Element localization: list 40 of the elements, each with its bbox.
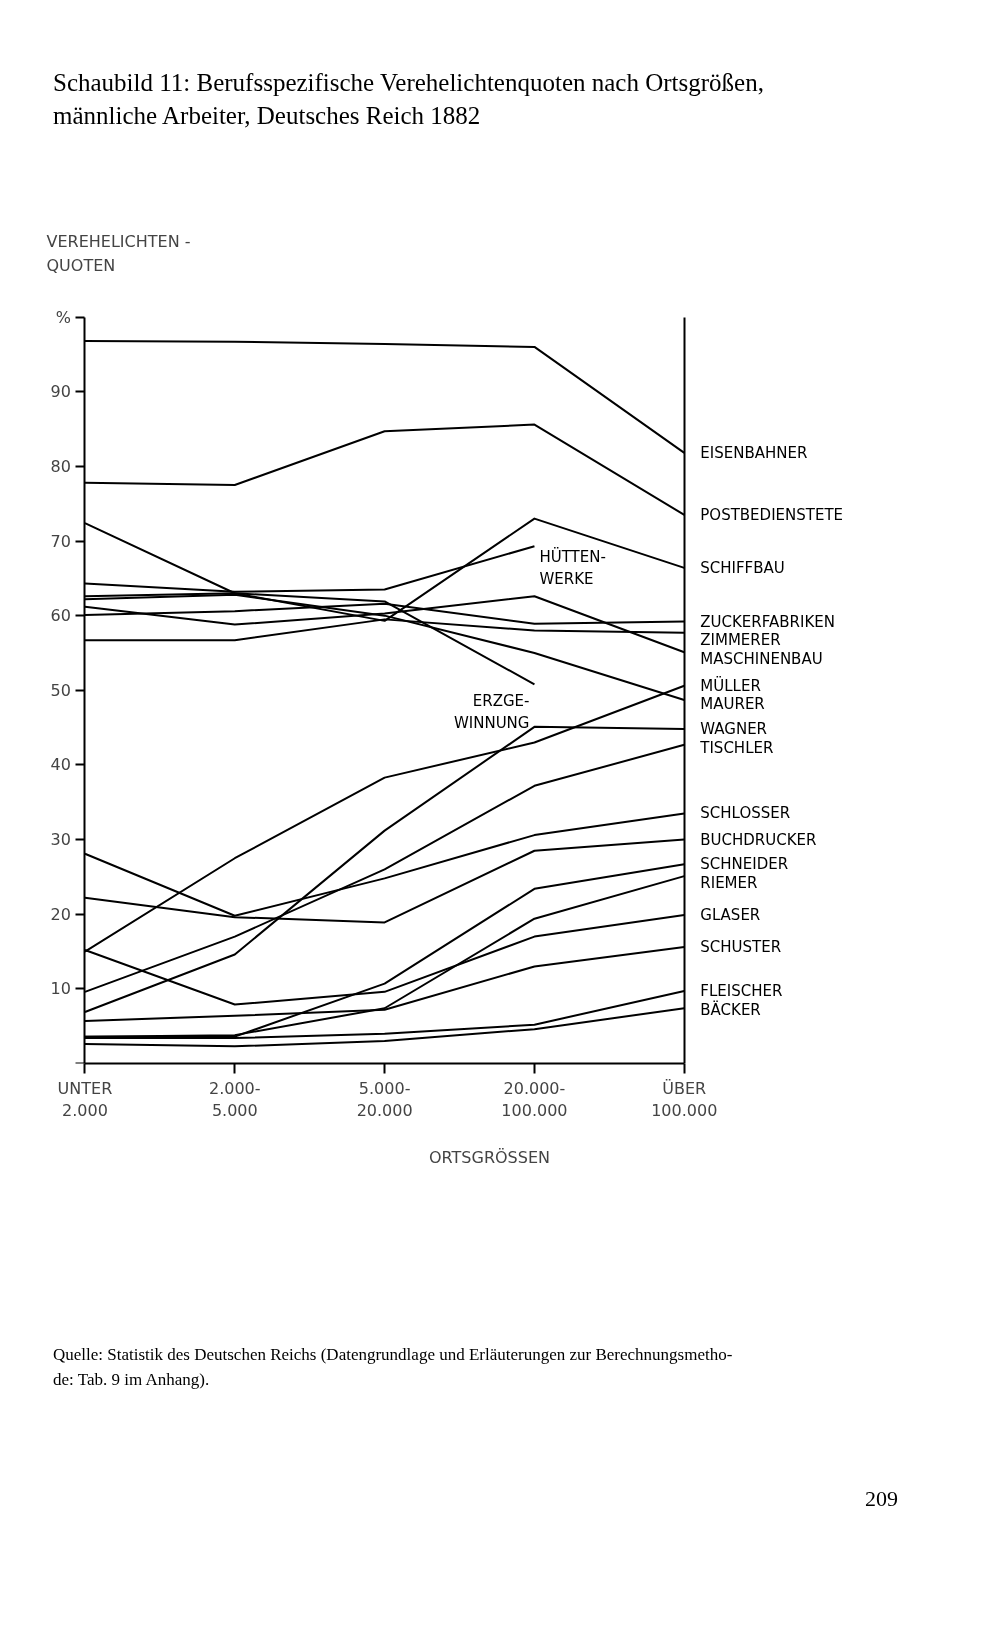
series-label: SCHLOSSER [700,804,791,823]
y-axis-title: VEREHELICHTEN - QUOTEN [46,231,191,276]
y-tick-label: 40 [50,755,71,775]
series-label: SCHUSTER [700,938,782,957]
series-label: FLEISCHER [700,982,783,1001]
y-tick-label: 50 [50,680,71,700]
x-tick-label: 2.000- 5.000 [209,1078,261,1121]
y-tick-label: 70 [50,531,71,551]
y-tick-label: 10 [50,979,71,999]
series-label: HÜTTEN- WERKE [539,547,606,588]
x-tick-label: UNTER 2.000 [57,1078,113,1121]
series-label: ZIMMERER [700,631,781,650]
y-tick-label: 80 [50,456,71,476]
y-tick-label: 90 [50,382,71,402]
series-label: SCHNEIDER [700,855,789,874]
series-label: POSTBEDIENSTETE [700,505,844,524]
series-label: GLASER [700,905,761,924]
x-axis-title: ORTSGRÖSSEN [429,1148,550,1168]
y-tick-label: 60 [50,606,71,626]
x-tick-label: 20.000- 100.000 [501,1078,568,1121]
source-note: Quelle: Statistik des Deutschen Reichs (Datengrundlage und Erläuterungen zur Berechnungsmetho- de: Tab. 9 im Anhang). [53,1344,733,1391]
series-label: WAGNER [700,720,768,739]
y-tick-label: 30 [50,830,71,850]
series-label: MÜLLER [700,675,761,695]
series-label: SCHIFFBAU [700,558,785,577]
series-label: EISENBAHNER [700,443,808,462]
series-label: ERZGE- WINNUNG [453,692,530,732]
y-tick-label: 20 [50,904,71,924]
x-tick-label: ÜBER 100.000 [651,1078,718,1121]
series-label: BUCHDRUCKER [700,830,817,849]
series-label: TISCHLER [699,738,774,757]
series-label: MAURER [700,695,765,714]
x-tick-label: 5.000- 20.000 [356,1078,413,1121]
series-label: BÄCKER [700,999,761,1019]
text: 209 [865,1485,898,1513]
y-tick-label: % [55,307,71,327]
series-label: RIEMER [700,873,758,892]
series-label: MASCHINENBAU [700,649,823,668]
series-label: ZUCKERFABRIKEN [700,612,835,631]
chart-title: Schaubild 11: Berufsspezifische Verehelichtenquoten nach Ortsgrößen, männliche Arbeiter, Deutsches Reich 1882 [53,68,764,131]
